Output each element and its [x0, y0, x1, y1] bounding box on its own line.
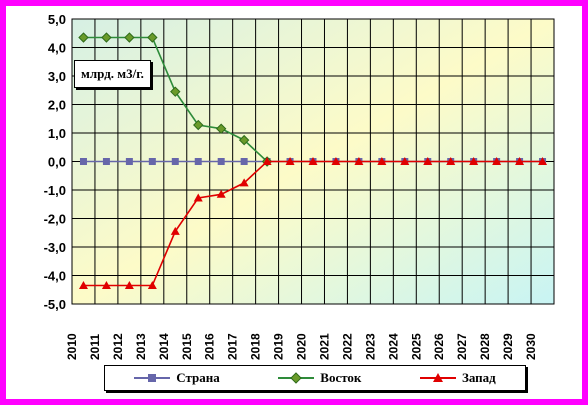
- data-point-vostok: [78, 32, 89, 43]
- data-point-vostok: [193, 119, 204, 131]
- x-tick-label: 2015: [180, 333, 194, 360]
- data-point-zapad: [101, 280, 111, 289]
- data-point-zapad: [377, 157, 387, 165]
- legend: Страна Восток Запад: [104, 365, 526, 391]
- legend-label-strana: Страна: [176, 370, 220, 385]
- x-tick-label: 2026: [432, 333, 446, 360]
- data-point-strana: [217, 158, 225, 165]
- data-point-zapad: [538, 157, 548, 165]
- y-tick-label: 3,0: [48, 69, 66, 84]
- x-tick-label: 2013: [134, 333, 148, 360]
- x-tick-label: 2025: [409, 333, 423, 360]
- data-point-zapad: [400, 157, 410, 165]
- y-tick-label: 0,0: [48, 155, 66, 170]
- x-tick-label: 2021: [317, 333, 331, 360]
- y-axis-ticks: 5,0 4,0 3,0 2,0 1,0 0,0 -1,0 -2,0 -3,0 -4,0 -5,0: [44, 12, 66, 312]
- data-point-zapad: [308, 157, 318, 165]
- data-point-strana: [194, 158, 202, 165]
- data-point-zapad: [170, 226, 180, 235]
- data-point-strana: [148, 158, 156, 165]
- legend-label-zapad: Запад: [461, 370, 496, 385]
- x-tick-label: 2027: [455, 333, 469, 360]
- data-point-zapad: [469, 157, 479, 165]
- data-point-strana: [171, 158, 179, 165]
- y-tick-label: -3,0: [44, 240, 66, 255]
- y-tick-label: 4,0: [48, 41, 66, 56]
- x-tick-label: 2018: [249, 333, 263, 360]
- data-point-zapad: [78, 280, 88, 289]
- x-tick-label: 2020: [295, 333, 309, 360]
- legend-item-strana: Страна: [134, 370, 220, 386]
- data-point-vostok: [215, 123, 227, 134]
- x-tick-label: 2029: [501, 333, 515, 360]
- y-tick-label: -4,0: [44, 269, 66, 284]
- x-tick-label: 2017: [226, 333, 240, 360]
- data-point-vostok: [101, 32, 112, 43]
- data-point-vostok: [238, 134, 250, 146]
- data-point-vostok: [124, 32, 135, 43]
- data-point-strana: [102, 158, 110, 165]
- x-axis-ticks: 2010 2011 2012 2013 2014 2015 2016 2017 2018 2019…: [65, 333, 538, 360]
- x-tick-label: 2012: [111, 333, 125, 360]
- data-point-vostok: [170, 86, 181, 97]
- x-tick-label: 2010: [65, 333, 79, 360]
- data-point-zapad: [124, 280, 134, 289]
- legend-swatch-strana: [134, 374, 171, 382]
- data-point-zapad: [285, 157, 295, 165]
- x-tick-label: 2028: [478, 333, 492, 360]
- y-tick-label: -1,0: [44, 183, 66, 198]
- data-point-zapad: [492, 157, 502, 165]
- x-tick-label: 2022: [340, 333, 354, 360]
- x-tick-label: 2014: [157, 333, 171, 360]
- data-point-zapad: [262, 157, 272, 165]
- y-tick-label: 2,0: [48, 98, 66, 113]
- data-point-zapad: [216, 189, 226, 198]
- unit-label: млрд. м3/г.: [74, 60, 151, 88]
- data-point-zapad: [193, 193, 203, 202]
- series-group: [78, 32, 548, 289]
- legend-swatch-vostok: [278, 372, 315, 384]
- data-point-zapad: [147, 280, 157, 289]
- legend-label-vostok: Восток: [320, 370, 362, 385]
- legend-item-zapad: Запад: [419, 370, 496, 386]
- data-point-zapad: [331, 157, 341, 165]
- y-tick-label: 5,0: [48, 12, 66, 27]
- data-point-vostok: [147, 32, 158, 43]
- x-tick-label: 2023: [363, 333, 377, 360]
- y-tick-label: -5,0: [44, 297, 66, 312]
- data-point-zapad: [239, 178, 249, 187]
- y-tick-label: 1,0: [48, 126, 66, 141]
- x-tick-label: 2016: [203, 333, 217, 360]
- data-point-zapad: [354, 157, 364, 165]
- data-point-zapad: [446, 157, 456, 165]
- data-point-strana: [125, 158, 133, 165]
- data-point-zapad: [515, 157, 525, 165]
- y-tick-label: -2,0: [44, 212, 66, 227]
- data-point-zapad: [423, 157, 433, 165]
- x-tick-label: 2011: [88, 334, 102, 360]
- x-tick-label: 2024: [386, 333, 400, 360]
- x-tick-label: 2019: [272, 333, 286, 360]
- data-point-strana: [240, 158, 248, 165]
- legend-item-vostok: Восток: [278, 370, 361, 386]
- legend-swatch-zapad: [419, 373, 456, 382]
- x-tick-label: 2030: [524, 333, 538, 360]
- data-point-strana: [79, 158, 87, 165]
